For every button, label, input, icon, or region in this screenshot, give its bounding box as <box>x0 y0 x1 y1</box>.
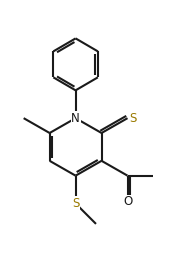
Text: S: S <box>129 112 137 125</box>
Text: N: N <box>71 112 80 125</box>
Text: S: S <box>72 197 79 210</box>
Text: O: O <box>123 195 132 208</box>
